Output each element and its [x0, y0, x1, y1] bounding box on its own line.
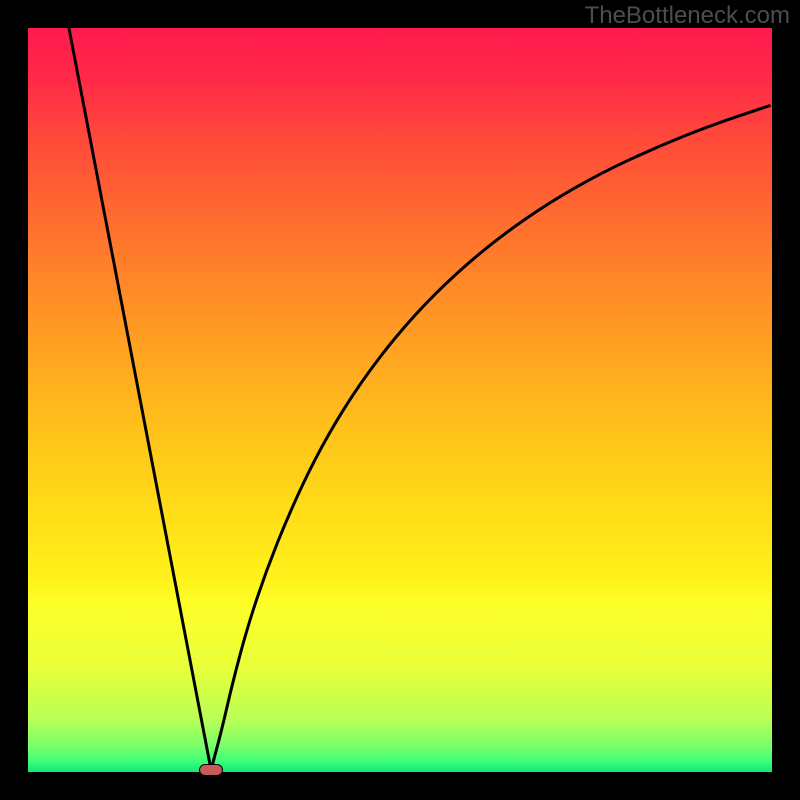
optimum-marker: [199, 764, 223, 776]
plot-area: [28, 28, 772, 772]
curve-layer: [28, 28, 772, 772]
chart-container: TheBottleneck.com: [0, 0, 800, 800]
watermark-text: TheBottleneck.com: [585, 2, 790, 30]
bottleneck-curve: [69, 28, 771, 770]
